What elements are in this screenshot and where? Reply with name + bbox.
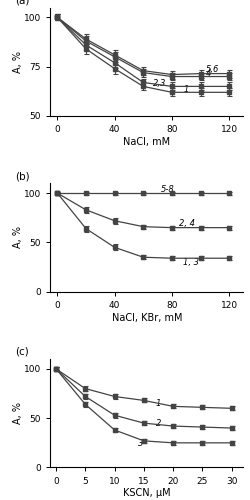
X-axis label: NaCl, mM: NaCl, mM [123,137,170,147]
Text: 4: 4 [206,69,211,78]
Text: (b): (b) [15,171,30,181]
Text: 1: 1 [182,85,188,94]
Text: (c): (c) [15,347,29,357]
Text: 3: 3 [138,440,143,448]
Y-axis label: A, %: A, % [12,402,22,424]
Text: 1, 3: 1, 3 [182,258,198,266]
Text: 1: 1 [155,399,160,408]
Y-axis label: A, %: A, % [12,50,22,72]
Text: (a): (a) [15,0,30,6]
Text: 2,3: 2,3 [153,79,166,88]
Text: 2: 2 [155,418,160,428]
X-axis label: NaCl, KBr, mM: NaCl, KBr, mM [111,312,181,322]
Text: 5,6: 5,6 [206,65,219,74]
X-axis label: KSCN, µM: KSCN, µM [122,488,170,498]
Y-axis label: A, %: A, % [12,226,22,248]
Text: 5-8: 5-8 [160,184,173,194]
Text: 2, 4: 2, 4 [178,219,194,228]
